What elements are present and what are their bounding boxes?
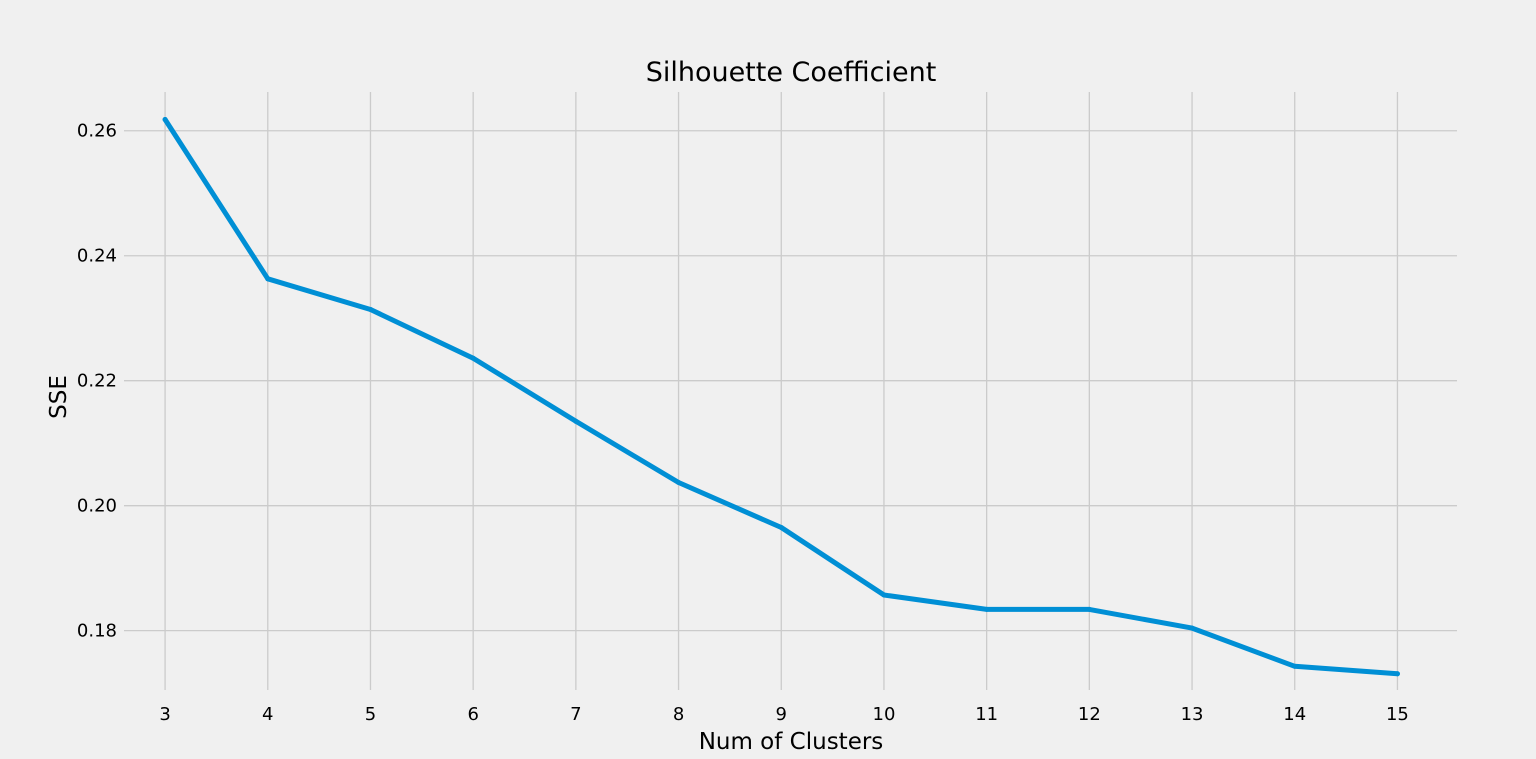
- data-point: [265, 276, 271, 282]
- data-point: [1394, 671, 1400, 677]
- data-point: [573, 418, 579, 424]
- x-tick-label: 12: [1078, 704, 1101, 725]
- x-tick-label: 11: [975, 704, 998, 725]
- data-point: [367, 306, 373, 312]
- x-tick-label: 8: [673, 704, 684, 725]
- y-tick-label: 0.22: [77, 371, 117, 392]
- x-tick-label: 7: [570, 704, 581, 725]
- x-tick-label: 4: [262, 704, 273, 725]
- x-tick-label: 10: [873, 704, 896, 725]
- data-point: [1086, 606, 1092, 612]
- x-tick-label: 15: [1386, 704, 1409, 725]
- data-point: [162, 116, 168, 122]
- y-tick-label: 0.26: [77, 121, 117, 142]
- y-tick-label: 0.18: [77, 621, 117, 642]
- series-layer: [162, 116, 1400, 677]
- x-axis-label: Num of Clusters: [699, 729, 884, 754]
- x-tick-label: 5: [365, 704, 376, 725]
- data-point: [778, 525, 784, 531]
- data-point: [676, 480, 682, 486]
- x-tick-label: 13: [1181, 704, 1204, 725]
- y-tick-label: 0.20: [77, 496, 117, 517]
- grid: [124, 92, 1457, 690]
- tick-labels: 3 4 5 6 7 8 9 10 11 12 13 14 15 0.18 0.20 0.22 0.24 0.26: [77, 121, 1409, 725]
- y-axis-label: SSE: [46, 375, 72, 419]
- data-point: [984, 606, 990, 612]
- x-tick-label: 6: [467, 704, 478, 725]
- data-point: [470, 355, 476, 361]
- x-tick-label: 3: [159, 704, 170, 725]
- x-tick-label: 9: [776, 704, 787, 725]
- data-point: [1292, 663, 1298, 669]
- chart-title: Silhouette Coefficient: [646, 57, 937, 88]
- x-tick-label: 14: [1283, 704, 1306, 725]
- data-point: [1189, 625, 1195, 631]
- data-point: [881, 592, 887, 598]
- y-tick-label: 0.24: [77, 246, 117, 267]
